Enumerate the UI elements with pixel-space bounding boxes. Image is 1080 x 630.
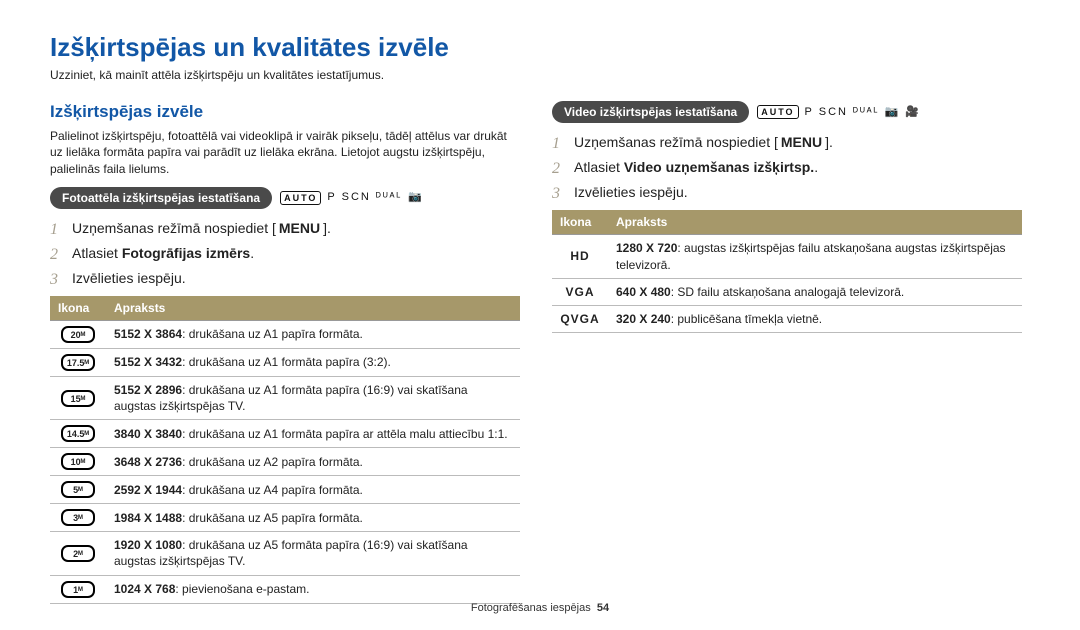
page-footer: Fotografēšanas iespējas 54	[0, 601, 1080, 616]
resolution-desc-cell: 320 X 240: publicēšana tīmekļa vietnē.	[608, 305, 1022, 332]
photo-resolution-table: Ikona Apraksts 20ᴹ 5152 X 3864: drukāšana…	[50, 296, 520, 604]
resolution-desc-cell: 1280 X 720: augstas izšķirtspējas failu …	[608, 235, 1022, 278]
video-steps: 1 Uzņemšanas režīmā nospiediet [MENU]. 2…	[552, 133, 1022, 202]
video-step-1: 1 Uzņemšanas režīmā nospiediet [MENU].	[552, 133, 1022, 152]
resolution-desc-cell: 1920 X 1080: drukāšana uz A5 formāta pap…	[106, 532, 520, 575]
mode-list: P SCN ᴰᵁᴬᴸ	[327, 190, 402, 205]
table-row: VGA 640 X 480: SD failu atskaņošana analo…	[552, 278, 1022, 305]
resolution-icon-cell: QVGA	[552, 305, 608, 332]
resolution-desc-cell: 3648 X 2736: drukāšana uz A2 papīra form…	[106, 448, 520, 476]
resolution-desc-cell: 640 X 480: SD failu atskaņošana analogaj…	[608, 278, 1022, 305]
resolution-icon: 15ᴹ	[61, 390, 95, 407]
resolution-icon: 10ᴹ	[61, 453, 95, 470]
camera-icon: 📷	[408, 190, 424, 205]
resolution-icon: 2ᴹ	[61, 545, 95, 562]
resolution-icon-cell: 14.5ᴹ	[50, 420, 106, 448]
table-row: 10ᴹ 3648 X 2736: drukāšana uz A2 papīra f…	[50, 448, 520, 476]
table-row: 2ᴹ 1920 X 1080: drukāšana uz A5 formāta p…	[50, 532, 520, 575]
columns: Izšķirtspējas izvēle Palielinot izšķirts…	[50, 101, 1030, 603]
table-row: QVGA 320 X 240: publicēšana tīmekļa vietn…	[552, 305, 1022, 332]
intro-text: Uzziniet, kā mainīt attēla izšķirtspēju …	[50, 67, 1030, 83]
resolution-desc-cell: 5152 X 2896: drukāšana uz A1 formāta pap…	[106, 376, 520, 419]
menu-button-label: MENU	[276, 219, 323, 238]
resolution-icon-cell: 5ᴹ	[50, 476, 106, 504]
resolution-icon: VGA	[565, 285, 594, 299]
resolution-desc-cell: 3840 X 3840: drukāšana uz A1 formāta pap…	[106, 420, 520, 448]
table-row: 14.5ᴹ 3840 X 3840: drukāšana uz A1 formāt…	[50, 420, 520, 448]
resolution-desc-cell: 1024 X 768: pievienošana e-pastam.	[106, 575, 520, 603]
video-mode-icons: AUTO P SCN ᴰᵁᴬᴸ 📷 🎥	[757, 105, 921, 120]
resolution-icon: 20ᴹ	[61, 326, 95, 343]
resolution-icon: 1ᴹ	[61, 581, 95, 598]
table-row: 3ᴹ 1984 X 1488: drukāšana uz A5 papīra fo…	[50, 504, 520, 532]
photo-step-1: 1 Uzņemšanas režīmā nospiediet [MENU].	[50, 219, 520, 238]
resolution-icon: 17.5ᴹ	[61, 354, 95, 371]
col-icon: Ikona	[50, 296, 106, 321]
table-row: 15ᴹ 5152 X 2896: drukāšana uz A1 formāta …	[50, 376, 520, 419]
resolution-icon: QVGA	[560, 312, 599, 326]
auto-mode-icon: AUTO	[280, 191, 321, 205]
resolution-desc-cell: 1984 X 1488: drukāšana uz A5 papīra form…	[106, 504, 520, 532]
menu-button-label: MENU	[778, 133, 825, 152]
col-desc: Apraksts	[106, 296, 520, 321]
table-row: 17.5ᴹ 5152 X 3432: drukāšana uz A1 formāt…	[50, 348, 520, 376]
resolution-icon-cell: VGA	[552, 278, 608, 305]
video-setting-row: Video izšķirtspējas iestatīšana AUTO P S…	[552, 101, 1022, 123]
resolution-icon: 3ᴹ	[61, 509, 95, 526]
resolution-icon-cell: 17.5ᴹ	[50, 348, 106, 376]
video-resolution-table: Ikona Apraksts HD 1280 X 720: augstas izš…	[552, 210, 1022, 333]
resolution-icon: HD	[570, 249, 589, 263]
video-step-2: 2 Atlasiet Video uzņemšanas izšķirtsp..	[552, 158, 1022, 177]
video-setting-pill: Video izšķirtspējas iestatīšana	[552, 101, 749, 123]
resolution-desc-cell: 2592 X 1944: drukāšana uz A4 papīra form…	[106, 476, 520, 504]
resolution-icon-cell: 10ᴹ	[50, 448, 106, 476]
resolution-icon-cell: 2ᴹ	[50, 532, 106, 575]
photo-step-2: 2 Atlasiet Fotogrāfijas izmērs.	[50, 244, 520, 263]
resolution-icon: 5ᴹ	[61, 481, 95, 498]
col-icon: Ikona	[552, 210, 608, 235]
mode-icons: AUTO P SCN ᴰᵁᴬᴸ 📷	[280, 190, 424, 205]
photo-steps: 1 Uzņemšanas režīmā nospiediet [MENU]. 2…	[50, 219, 520, 288]
photo-setting-row: Fotoattēla izšķirtspējas iestatīšana AUT…	[50, 187, 520, 209]
right-column: Video izšķirtspējas iestatīšana AUTO P S…	[552, 101, 1022, 603]
video-step-3: 3 Izvēlieties iespēju.	[552, 183, 1022, 202]
photo-step-3: 3 Izvēlieties iespēju.	[50, 269, 520, 288]
resolution-icon-cell: HD	[552, 235, 608, 278]
auto-mode-icon: AUTO	[757, 105, 798, 119]
page-title: Izšķirtspējas un kvalitātes izvēle	[50, 30, 1030, 65]
photo-setting-pill: Fotoattēla izšķirtspējas iestatīšana	[50, 187, 272, 209]
resolution-icon: 14.5ᴹ	[61, 425, 95, 442]
col-desc: Apraksts	[608, 210, 1022, 235]
mode-list: P SCN ᴰᵁᴬᴸ 📷 🎥	[805, 105, 922, 120]
table-row: 5ᴹ 2592 X 1944: drukāšana uz A4 papīra fo…	[50, 476, 520, 504]
resolution-icon-cell: 20ᴹ	[50, 320, 106, 348]
resolution-icon-cell: 15ᴹ	[50, 376, 106, 419]
resolution-icon-cell: 3ᴹ	[50, 504, 106, 532]
resolution-icon-cell: 1ᴹ	[50, 575, 106, 603]
left-column: Izšķirtspējas izvēle Palielinot izšķirts…	[50, 101, 520, 603]
resolution-desc-cell: 5152 X 3864: drukāšana uz A1 papīra form…	[106, 320, 520, 348]
resolution-heading: Izšķirtspējas izvēle	[50, 101, 520, 124]
table-row: 20ᴹ 5152 X 3864: drukāšana uz A1 papīra f…	[50, 320, 520, 348]
resolution-desc-cell: 5152 X 3432: drukāšana uz A1 formāta pap…	[106, 348, 520, 376]
table-row: HD 1280 X 720: augstas izšķirtspējas fail…	[552, 235, 1022, 278]
table-row: 1ᴹ 1024 X 768: pievienošana e-pastam.	[50, 575, 520, 603]
resolution-paragraph: Palielinot izšķirtspēju, fotoattēlā vai …	[50, 128, 520, 177]
